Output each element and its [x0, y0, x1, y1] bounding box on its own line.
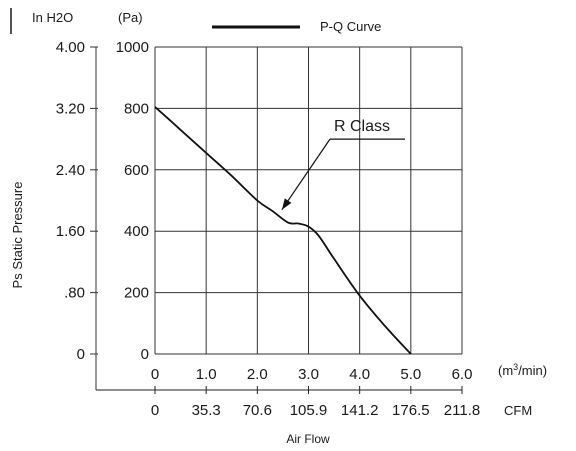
- annotation-leader: [281, 138, 331, 211]
- cfm-tick-label: 105.9: [290, 402, 328, 419]
- x-tick-m3min: 5.0: [400, 366, 421, 383]
- cfm-tick-label: 70.6: [243, 402, 272, 419]
- cfm-tick-label: 211.8: [444, 402, 480, 419]
- annotation-r-class: R Class: [334, 118, 390, 135]
- cfm-tick-label: 35.3: [192, 402, 221, 419]
- cfm-tick-label: 0: [151, 402, 159, 419]
- y-tick-inh2o: 2.40: [56, 162, 85, 179]
- y-tick-inh2o: 0: [77, 346, 85, 363]
- unit-inh2o-label: In H2O: [32, 10, 73, 25]
- legend-label: P-Q Curve: [320, 19, 381, 34]
- x-tick-labels: 0 1.0 2.0 3.0 4.0 5.0 6.0: [151, 366, 473, 383]
- y-tick-inh2o: 3.20: [56, 100, 85, 117]
- y-tick-pa: 800: [124, 100, 149, 117]
- y-tick-inh2o: 4.00: [56, 39, 85, 56]
- y-tick-pa: 200: [124, 285, 149, 302]
- y-axis-title: Ps Static Pressure: [10, 182, 25, 289]
- y-tick-labels: 0 200 400 600 800 1000 0 .80 1.60 2.40 3.20 4.00: [56, 39, 149, 363]
- y-tick-pa: 1000: [116, 39, 149, 56]
- unit-m3min-label: (m3/min): [498, 362, 547, 378]
- y-tick-pa: 600: [124, 162, 149, 179]
- cfm-tick-labels: 0 35.3 70.6 105.9 141.2 176.5 211.8: [151, 386, 480, 419]
- pq-curve-line: [154, 106, 412, 355]
- x-tick-m3min: 0: [151, 366, 159, 383]
- annotation-arrowhead: [281, 198, 292, 210]
- cfm-tick-label: 176.5: [392, 402, 430, 419]
- unit-pa-label: (Pa): [118, 10, 143, 25]
- x-tick-m3min: 4.0: [349, 366, 370, 383]
- cfm-tick-label: 141.2: [341, 402, 379, 419]
- x-tick-m3min: 1.0: [196, 366, 217, 383]
- y-tick-inh2o: .80: [64, 285, 85, 302]
- unit-cfm-label: CFM: [504, 403, 532, 418]
- x-tick-m3min: 6.0: [452, 366, 473, 383]
- x-axis-title: Air Flow: [286, 432, 330, 446]
- y-tick-inh2o: 1.60: [56, 223, 85, 240]
- y-tick-pa: 400: [124, 223, 149, 240]
- grid: [90, 46, 463, 390]
- y-tick-pa: 0: [141, 346, 149, 363]
- x-tick-m3min: 3.0: [298, 366, 319, 383]
- x-tick-m3min: 2.0: [247, 366, 268, 383]
